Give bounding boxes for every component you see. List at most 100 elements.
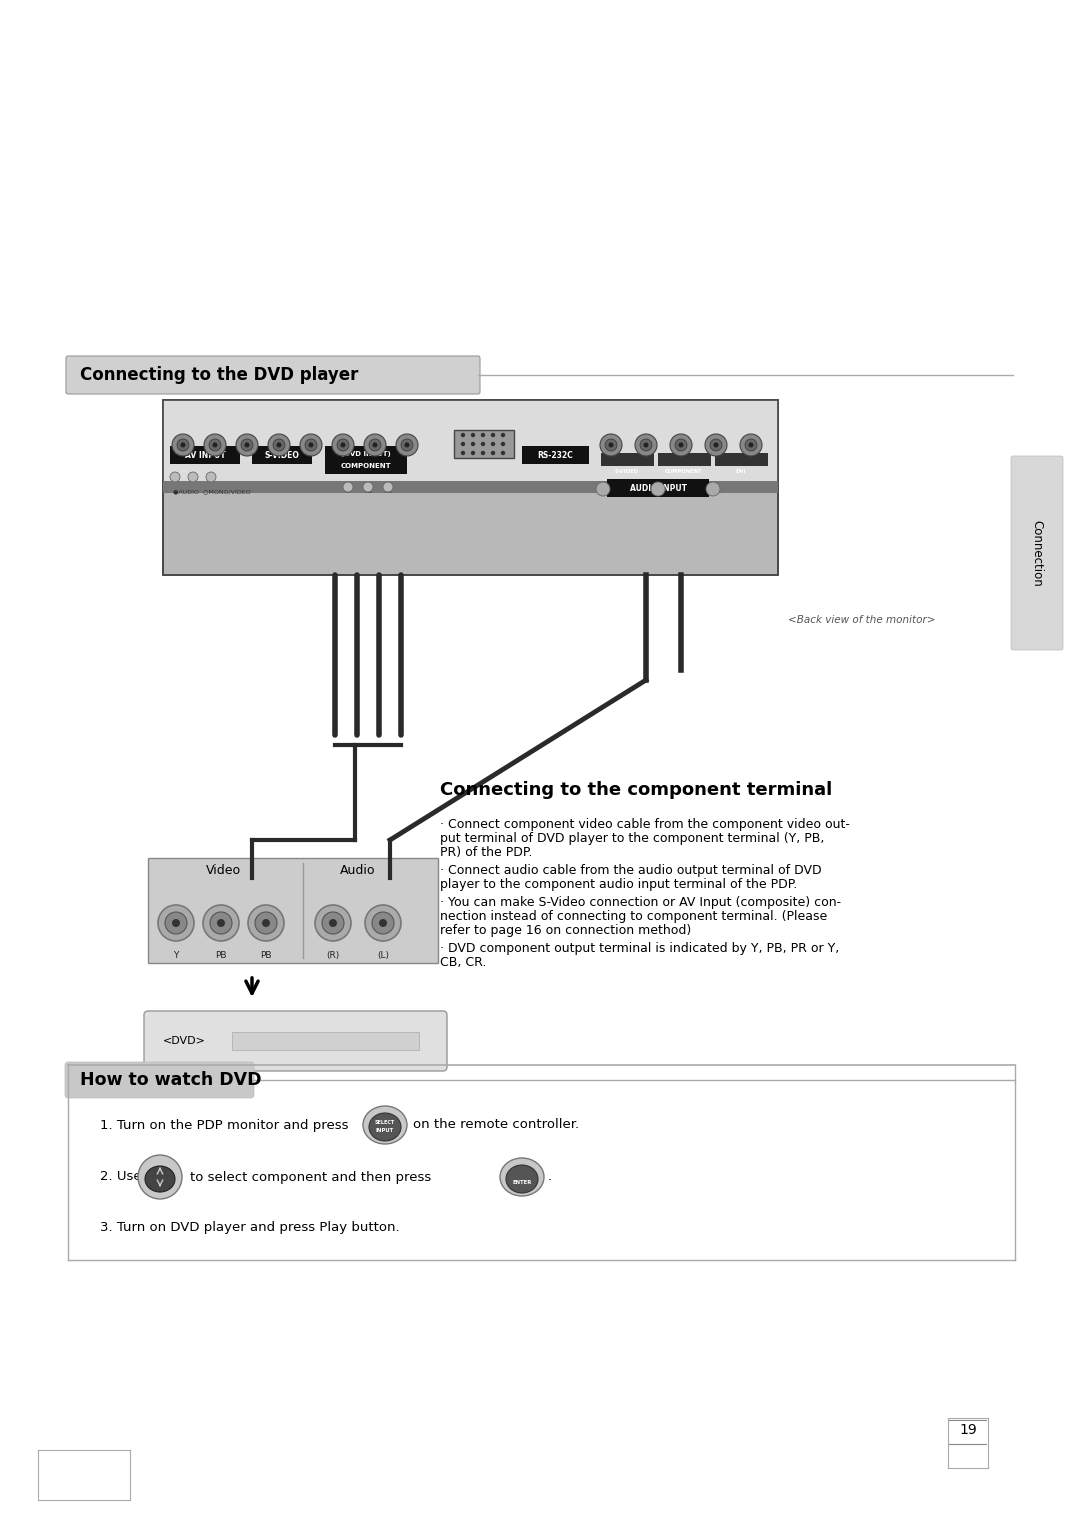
Circle shape (170, 472, 180, 481)
FancyBboxPatch shape (163, 400, 778, 575)
Text: COMPONENT: COMPONENT (340, 463, 391, 469)
Text: (L): (L) (377, 950, 389, 960)
Text: Connection: Connection (1030, 520, 1043, 587)
Circle shape (501, 451, 504, 454)
Text: · Connect audio cable from the audio output terminal of DVD: · Connect audio cable from the audio out… (440, 863, 822, 877)
Text: 2. Use: 2. Use (100, 1170, 141, 1184)
Text: Connecting to the component terminal: Connecting to the component terminal (440, 781, 833, 799)
Text: · Connect component video cable from the component video out-: · Connect component video cable from the… (440, 817, 850, 831)
Circle shape (608, 443, 613, 448)
FancyBboxPatch shape (66, 356, 480, 394)
FancyBboxPatch shape (607, 478, 708, 497)
Circle shape (396, 434, 418, 455)
Text: nection instead of connecting to component terminal. (Please: nection instead of connecting to compone… (440, 911, 827, 923)
Circle shape (337, 439, 349, 451)
Circle shape (241, 439, 253, 451)
Circle shape (383, 481, 393, 492)
Circle shape (276, 443, 282, 448)
Text: COMPONENT: COMPONENT (665, 469, 703, 474)
Circle shape (706, 481, 720, 497)
Circle shape (651, 481, 665, 497)
Text: PR: PR (384, 489, 392, 494)
Text: Audio: Audio (340, 863, 376, 877)
Text: refer to page 16 on connection method): refer to page 16 on connection method) (440, 924, 691, 937)
Circle shape (244, 443, 249, 448)
Text: S-VIDEO: S-VIDEO (265, 451, 299, 460)
Text: .: . (548, 1170, 552, 1184)
FancyBboxPatch shape (252, 446, 312, 465)
Text: · DVD component output terminal is indicated by Y, PB, PR or Y,: · DVD component output terminal is indic… (440, 941, 839, 955)
Circle shape (482, 434, 485, 437)
Circle shape (372, 912, 394, 934)
Circle shape (482, 451, 485, 454)
Ellipse shape (145, 1166, 175, 1192)
FancyBboxPatch shape (325, 446, 407, 474)
Text: put terminal of DVD player to the component terminal (Y, PB,: put terminal of DVD player to the compon… (440, 833, 824, 845)
Text: <Back view of the monitor>: <Back view of the monitor> (788, 614, 935, 625)
Circle shape (268, 434, 291, 455)
Circle shape (482, 443, 485, 446)
Circle shape (309, 443, 313, 448)
Circle shape (710, 439, 723, 451)
Text: · You can make S-Video connection or AV Input (composite) con-: · You can make S-Video connection or AV … (440, 895, 841, 909)
Circle shape (600, 434, 622, 455)
Circle shape (365, 905, 401, 941)
Circle shape (748, 443, 754, 448)
Circle shape (329, 918, 337, 927)
Circle shape (472, 451, 474, 454)
Circle shape (188, 472, 198, 481)
Text: 1. Turn on the PDP monitor and press: 1. Turn on the PDP monitor and press (100, 1118, 349, 1132)
Text: to select component and then press: to select component and then press (190, 1170, 431, 1184)
FancyBboxPatch shape (600, 452, 653, 466)
Circle shape (300, 434, 322, 455)
Circle shape (373, 443, 378, 448)
Circle shape (172, 434, 194, 455)
Circle shape (705, 434, 727, 455)
Circle shape (315, 905, 351, 941)
Circle shape (172, 918, 180, 927)
Text: AUDIO INPUT: AUDIO INPUT (630, 483, 687, 492)
FancyBboxPatch shape (232, 1033, 419, 1050)
FancyBboxPatch shape (65, 1062, 254, 1099)
Text: (DVD INPUT): (DVD INPUT) (341, 451, 391, 457)
Text: S-VIDEO: S-VIDEO (615, 469, 639, 474)
Text: 19: 19 (959, 1423, 977, 1436)
Text: player to the component audio input terminal of the PDP.: player to the component audio input term… (440, 879, 797, 891)
FancyBboxPatch shape (715, 452, 768, 466)
Circle shape (670, 434, 692, 455)
Circle shape (363, 481, 373, 492)
Ellipse shape (507, 1164, 538, 1193)
Text: ENTER: ENTER (512, 1180, 531, 1184)
Circle shape (461, 451, 464, 454)
Ellipse shape (500, 1158, 544, 1196)
Circle shape (714, 443, 718, 448)
Text: INPUT: INPUT (376, 1129, 394, 1134)
Circle shape (635, 434, 657, 455)
Circle shape (675, 439, 687, 451)
FancyBboxPatch shape (170, 446, 240, 465)
Circle shape (369, 439, 381, 451)
Circle shape (204, 434, 226, 455)
Text: 3. Turn on DVD player and press Play button.: 3. Turn on DVD player and press Play but… (100, 1221, 400, 1233)
Circle shape (305, 439, 318, 451)
Text: PB: PB (364, 489, 372, 494)
Circle shape (491, 443, 495, 446)
Circle shape (322, 912, 345, 934)
Circle shape (605, 439, 617, 451)
Text: on the remote controller.: on the remote controller. (413, 1118, 579, 1132)
Circle shape (332, 434, 354, 455)
Circle shape (740, 434, 762, 455)
Circle shape (461, 434, 464, 437)
Text: (R): (R) (326, 950, 339, 960)
Circle shape (217, 918, 225, 927)
FancyBboxPatch shape (454, 429, 514, 458)
Circle shape (472, 443, 474, 446)
Circle shape (340, 443, 346, 448)
Circle shape (491, 451, 495, 454)
Circle shape (237, 434, 258, 455)
Text: PR) of the PDP.: PR) of the PDP. (440, 847, 532, 859)
Circle shape (262, 918, 270, 927)
Text: ●AUDIO  ○MONO/VIDEO: ●AUDIO ○MONO/VIDEO (173, 489, 251, 494)
Circle shape (273, 439, 285, 451)
FancyBboxPatch shape (163, 400, 778, 490)
